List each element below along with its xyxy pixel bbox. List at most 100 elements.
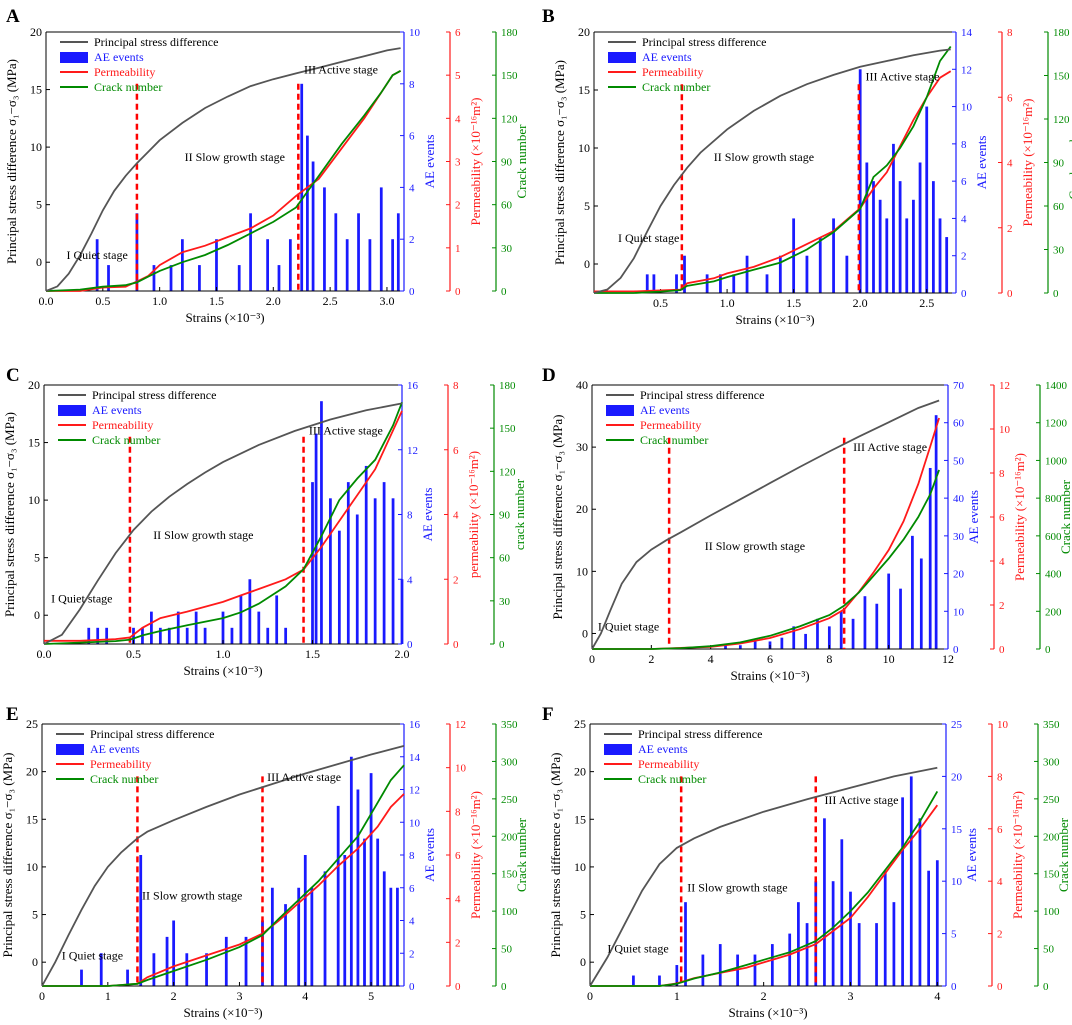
crack-tick-label: 0 [1043,981,1049,993]
legend-ae-swatch [56,744,84,755]
ae-bar [277,265,281,291]
perm-tick-label: 10 [997,719,1009,731]
crack-tick-label: 250 [501,794,518,806]
ae-bar [356,789,360,986]
panel-letter: A [6,6,20,27]
crack-tick-label: 1400 [1045,380,1068,392]
ae-bar [945,237,949,293]
crack-tick-label: 180 [499,380,516,392]
stage-label: III Active stage [824,793,898,807]
y-tick-label: 5 [32,908,38,922]
crack-tick-label: 0 [501,981,507,993]
x-axis-label: Strains (×10⁻³) [730,668,809,683]
ae-bar [863,596,867,649]
perm-tick-label: 2 [999,600,1005,612]
y-tick-label: 10 [26,860,38,874]
ae-bar [652,274,656,293]
legend-label: Principal stress difference [90,727,214,741]
ae-tick-label: 2 [961,251,967,263]
ae-bar [369,773,373,986]
ae-bar [284,904,287,986]
legend-label: AE events [90,742,140,756]
ae-bar [261,920,264,986]
ae-bar [323,187,326,291]
legend-ae-swatch [60,52,88,63]
ae-tick-label: 10 [951,876,963,888]
crack-tick-label: 90 [499,510,511,522]
x-tick-label: 6 [767,652,773,666]
crack-tick-label: 30 [501,243,513,255]
ae-tick-label: 0 [407,639,413,651]
x-axis-label: Strains (×10⁻³) [183,663,262,678]
y-axis-label: Principal stress difference σ₁−σ₃ (MPa) [4,59,19,264]
ae-bar [858,69,862,294]
crack-tick-label: 50 [1043,944,1055,956]
perm-tick-label: 4 [453,510,459,522]
ae-bar [194,611,198,644]
ae-bar [323,871,327,986]
ae-bar [885,218,889,293]
crack-tick-label: 120 [1053,114,1070,126]
ae-tick-label: 15 [951,824,963,836]
perm-tick-label: 5 [455,70,461,82]
y-tick-label: 10 [574,860,586,874]
legend-label: Crack number [90,772,158,786]
ae-tick-label: 8 [961,139,967,151]
ae-bar [745,255,749,293]
y-tick-label: 40 [576,378,588,392]
perm-tick-label: 6 [455,850,461,862]
crack-tick-label: 60 [501,200,513,212]
ae-bar [288,239,292,291]
crack-tick-label: 100 [501,906,518,918]
stage-label: II Slow growth stage [687,881,787,895]
ae-tick-label: 40 [953,493,965,505]
ae-bar [928,467,932,649]
ae-bar [770,944,774,986]
ae-tick-label: 12 [409,785,420,797]
ae-bar [839,611,843,649]
crack-axis-label: Crack number [514,817,529,892]
legend-label: Crack number [642,80,710,94]
ae-bar [753,641,757,649]
ae-bar [934,415,938,649]
ae-bar [169,265,173,291]
crack-tick-label: 300 [1043,756,1060,768]
ae-bar [345,239,349,291]
ae-bar [284,627,288,644]
y-tick-label: 20 [28,378,40,392]
x-tick-label: 2.5 [919,296,934,310]
y-tick-label: 20 [578,25,590,39]
crack-tick-label: 1200 [1045,418,1068,430]
y-tick-label: 0 [32,955,38,969]
y-tick-label: 0 [584,257,590,271]
ae-bar [303,855,307,986]
y-tick-label: 5 [580,908,586,922]
ae-tick-label: 0 [953,644,959,656]
x-tick-label: 0.5 [653,296,668,310]
ae-bar [865,162,869,293]
ae-tick-label: 8 [409,79,415,91]
perm-tick-label: 8 [453,380,459,392]
ae-bar [814,881,818,986]
x-tick-label: 2 [761,989,767,1003]
x-tick-label: 2.0 [395,647,410,661]
ae-bar [396,213,400,291]
perm-tick-label: 2 [453,574,459,586]
ae-bar [364,465,368,644]
x-tick-label: 2.0 [266,294,281,308]
ae-tick-label: 2 [409,234,415,246]
ae-bar [919,558,923,649]
ae-bar [139,855,143,986]
ae-bar [297,887,301,986]
ae-bar [797,902,800,986]
crack-tick-label: 200 [501,831,518,843]
stage-label: III Active stage [309,423,383,437]
ae-bar [165,936,169,986]
crack-tick-label: 90 [501,157,513,169]
ae-bar [349,756,353,986]
ae-axis-label: AE events [964,828,979,882]
ae-bar [645,274,649,293]
ae-bar [152,953,156,986]
ae-bar [185,627,189,644]
crack-tick-label: 150 [1043,869,1060,881]
